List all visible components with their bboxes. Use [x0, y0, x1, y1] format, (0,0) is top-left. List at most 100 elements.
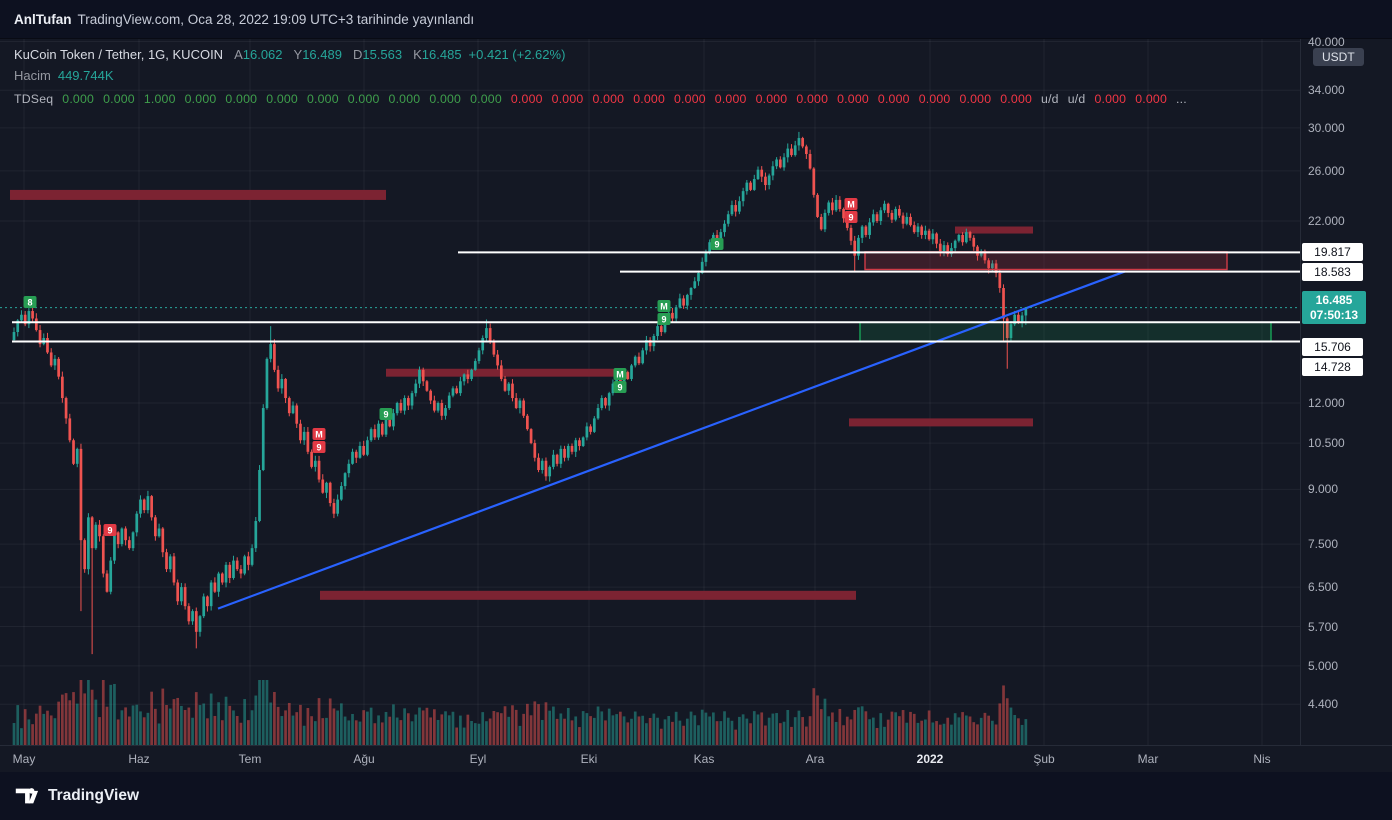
candle	[626, 372, 630, 379]
price-level-badge[interactable]: 18.583	[1302, 262, 1363, 281]
tdseq-value: 0.000	[225, 92, 258, 106]
tdseq-value: 0.000	[429, 92, 462, 106]
candle	[20, 314, 23, 321]
tdseq-value: 0.000	[103, 92, 135, 106]
candle	[68, 418, 72, 441]
candle	[648, 340, 652, 347]
volume-bar	[399, 720, 403, 745]
volume-bar	[604, 720, 607, 745]
volume-bar	[425, 707, 429, 745]
volume-bar	[388, 716, 392, 745]
trendline[interactable]	[217, 270, 1126, 610]
candlestick-chart[interactable]: 8 9 M 9 9 M 9 M 9 9 M 9	[0, 39, 1300, 745]
volume-bar	[566, 707, 570, 745]
price-level-badge[interactable]: 15.706	[1302, 338, 1363, 357]
volume-bar	[633, 711, 637, 745]
candle	[674, 307, 678, 319]
volume-bar	[875, 727, 879, 745]
volume-bar	[34, 713, 38, 745]
symbol-row[interactable]: KuCoin Token / Tether, 1G, KUCOIN A16.06…	[14, 46, 1196, 63]
price-axis[interactable]: USDT 19.817 18.583 15.706 14.728 16.485 07:50…	[1300, 35, 1392, 772]
volume-bar	[27, 719, 31, 745]
volume-bar	[321, 718, 325, 745]
candle	[916, 226, 920, 233]
volume-bar	[421, 710, 425, 745]
candle	[425, 381, 429, 391]
candle	[581, 437, 585, 446]
price-level-badge[interactable]: 14.728	[1302, 358, 1363, 377]
candle	[976, 246, 979, 256]
volume-bar	[853, 709, 857, 745]
candle	[1002, 288, 1005, 319]
volume-bar	[585, 713, 589, 745]
volume-bar	[607, 708, 611, 745]
td-seq-mark-text: M	[315, 430, 323, 440]
symbol-title[interactable]: KuCoin Token / Tether, 1G, KUCOIN	[14, 47, 224, 62]
change-value: +0.421 (+2.62%)	[468, 47, 566, 62]
candle	[563, 448, 566, 458]
candle	[752, 179, 756, 190]
volume-bar	[898, 716, 901, 745]
quote-currency-badge[interactable]: USDT	[1313, 48, 1364, 66]
candle	[358, 445, 362, 458]
tdseq-value: u/d	[1041, 92, 1059, 106]
candle	[749, 182, 752, 190]
candle	[998, 273, 1002, 289]
tradingview-logo-icon[interactable]	[13, 785, 39, 807]
candle	[354, 451, 358, 458]
candle	[604, 398, 607, 406]
tdseq-value: 0.000	[510, 92, 543, 106]
candle	[645, 340, 648, 351]
candle	[845, 218, 849, 228]
candle	[485, 328, 488, 339]
volume-bar	[444, 711, 447, 745]
volume-bar	[42, 713, 46, 745]
supply-zone[interactable]	[849, 418, 1033, 427]
candle	[470, 369, 473, 379]
candle	[64, 398, 68, 419]
volume-value: 449.744K	[57, 68, 114, 83]
volume-bar	[667, 716, 671, 745]
supply-zone[interactable]	[10, 189, 386, 200]
candle	[983, 251, 987, 261]
volume-bar	[261, 680, 265, 745]
candle	[555, 454, 559, 464]
demand-zone[interactable]	[859, 321, 1272, 343]
volume-bar	[909, 711, 912, 745]
tradingview-wordmark[interactable]: TradingView	[48, 787, 140, 804]
candle	[180, 587, 183, 602]
chart-pane[interactable]: 8 9 M 9 9 M 9 M 9 9 M 9 KuCoin Token / Tether, 1G, …	[0, 35, 1392, 772]
volume-bar	[94, 699, 98, 745]
supply-zone[interactable]	[955, 226, 1033, 234]
volume-row[interactable]: Hacim 449.744K	[14, 67, 1196, 84]
candle	[410, 393, 414, 406]
candle	[280, 378, 284, 389]
volume-bar	[1024, 719, 1028, 745]
tdseq-row[interactable]: TDSeq 0.000 0.000 1.000 0.000 0.000 0.000 0.000…	[14, 91, 1196, 108]
candle	[957, 234, 961, 241]
candle	[366, 440, 369, 455]
candle	[72, 440, 75, 464]
candle	[261, 408, 265, 470]
td-seq-mark	[844, 198, 858, 210]
volume-bar	[213, 715, 217, 745]
resistance-zone[interactable]	[864, 251, 1228, 271]
volume-bar	[351, 713, 354, 745]
candle	[94, 524, 98, 549]
candle	[693, 281, 697, 289]
price-level-badge[interactable]: 19.817	[1302, 243, 1363, 262]
candle	[455, 388, 459, 394]
volume-bar	[857, 707, 860, 745]
volume-bar	[849, 719, 853, 745]
td-seq-mark-text: M	[847, 200, 855, 210]
volume-bar	[596, 706, 600, 745]
volume-bar	[168, 708, 172, 745]
last-price-badge[interactable]: 16.485 07:50:13	[1302, 291, 1366, 325]
candle	[793, 145, 797, 156]
volume-bar	[678, 720, 682, 745]
supply-zone[interactable]	[320, 590, 856, 600]
volume-bar	[451, 711, 455, 745]
volume-bar	[440, 714, 444, 745]
time-axis[interactable]: May Haz Tem Ağu Eyl Eki Kas Ara 2022 Şub Mar Nis	[0, 745, 1392, 772]
candle	[399, 402, 403, 411]
